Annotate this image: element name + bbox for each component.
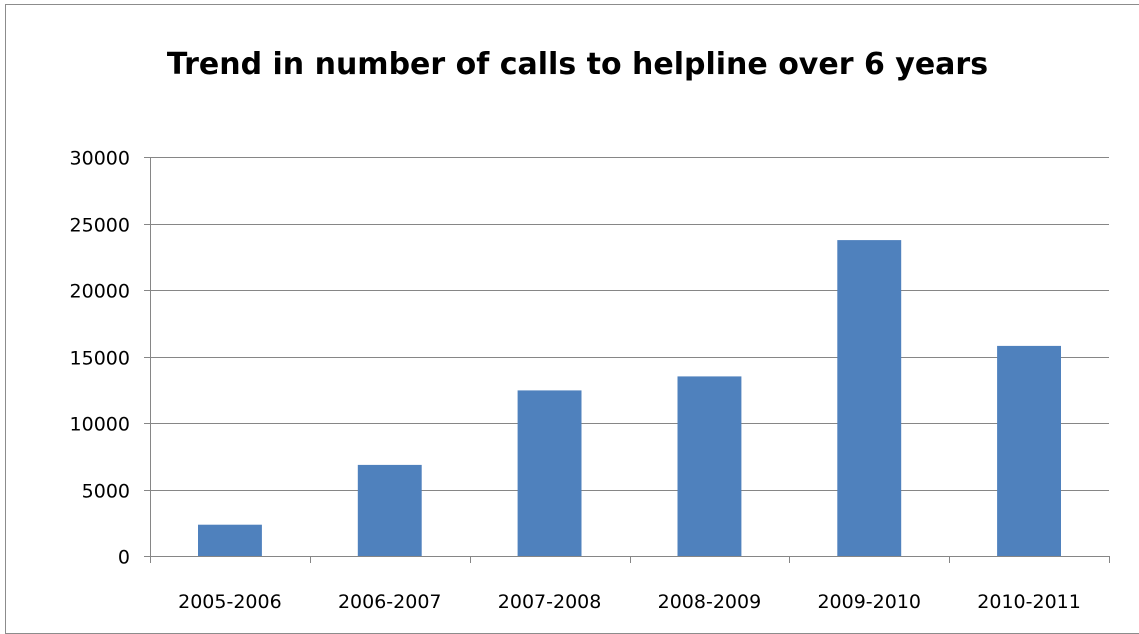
y-tick-label: 5000 <box>82 481 130 503</box>
bar-2007-2008 <box>517 390 582 556</box>
x-tick-label: 2009-2010 <box>817 591 921 613</box>
x-tick-label: 2006-2007 <box>338 591 442 613</box>
x-tick-label: 2010-2011 <box>977 591 1081 613</box>
x-tick-label: 2007-2008 <box>498 591 602 613</box>
y-tick-label: 10000 <box>70 414 130 436</box>
x-tick-label: 2005-2006 <box>178 591 282 613</box>
bar-2005-2006 <box>198 524 262 556</box>
x-tick-label: 2008-2009 <box>658 591 762 613</box>
y-tick-label: 15000 <box>70 348 130 370</box>
bar-2008-2009 <box>677 376 742 556</box>
y-tick-label: 20000 <box>70 281 130 303</box>
chart-title: Trend in number of calls to helpline ove… <box>166 47 989 82</box>
bar-2010-2011 <box>997 345 1061 556</box>
y-tick-label: 0 <box>118 547 130 569</box>
bar-2009-2010 <box>837 240 902 556</box>
y-tick-label: 30000 <box>70 148 130 170</box>
y-tick-label: 25000 <box>70 215 130 237</box>
bar-2006-2007 <box>357 464 422 556</box>
